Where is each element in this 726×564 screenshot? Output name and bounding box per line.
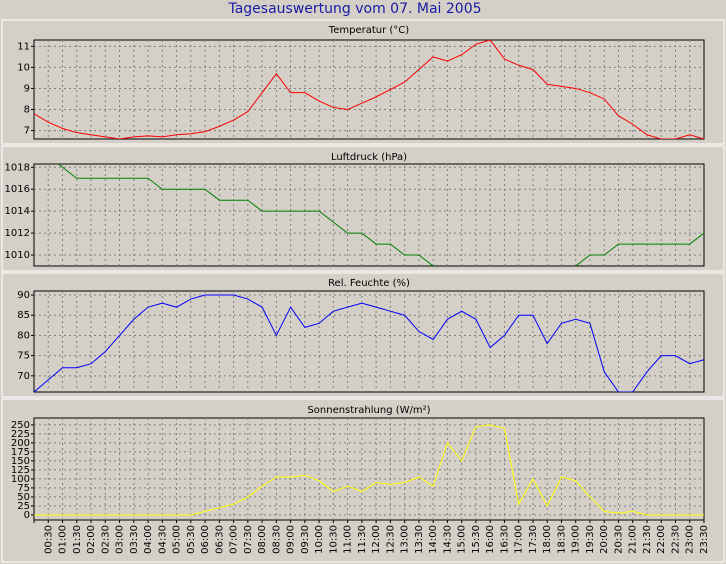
- panel-title: Temperatur (°C): [328, 25, 409, 36]
- x-tick-label: 07:00: [229, 525, 240, 554]
- x-tick-label: 08:30: [271, 525, 282, 554]
- plot-area: [33, 417, 705, 521]
- x-tick-label: 18:30: [556, 525, 567, 554]
- y-tick-label: 7: [24, 126, 30, 137]
- y-tick-label: 0: [24, 510, 30, 521]
- y-tick-label: 125: [11, 465, 30, 476]
- x-tick-label: 14:30: [442, 525, 453, 554]
- panel-frame: [1, 398, 725, 563]
- x-tick-label: 21:30: [642, 525, 653, 554]
- plot-area: [33, 39, 705, 140]
- x-tick-label: 03:00: [115, 525, 126, 554]
- y-tick-label: 70: [17, 371, 30, 382]
- x-tick-label: 19:30: [585, 525, 596, 554]
- x-tick-label: 16:00: [485, 525, 496, 554]
- panel-frame: [1, 19, 725, 145]
- data-line: [34, 294, 704, 392]
- y-tick-label: 8: [24, 105, 30, 116]
- x-tick-label: 23:00: [685, 525, 696, 554]
- x-tick-label: 15:00: [457, 525, 468, 554]
- panel-title: Rel. Feuchte (%): [328, 278, 410, 289]
- x-tick-label: 03:30: [129, 525, 140, 554]
- x-tick-label: 13:00: [400, 525, 411, 554]
- y-tick-label: 10: [17, 62, 30, 73]
- x-tick-label: 06:30: [214, 525, 225, 554]
- plot-area: [33, 290, 705, 393]
- x-tick-label: 17:30: [528, 525, 539, 554]
- y-tick-label: 150: [11, 456, 30, 467]
- x-tick-label: 12:30: [385, 525, 396, 554]
- x-tick-label: 18:00: [542, 525, 553, 554]
- x-tick-label: 02:00: [86, 525, 97, 554]
- y-tick-label: 225: [11, 429, 30, 440]
- x-tick-label: 05:00: [172, 525, 183, 554]
- x-tick-label: 07:30: [243, 525, 254, 554]
- main-title: Tagesauswertung vom 07. Mai 2005: [227, 1, 481, 17]
- x-tick-label: 10:30: [328, 525, 339, 554]
- x-tick-label: 14:00: [428, 525, 439, 554]
- x-tick-label: 01:30: [72, 525, 83, 554]
- x-tick-label: 13:30: [414, 525, 425, 554]
- x-tick-label: 09:30: [300, 525, 311, 554]
- plot-area: [33, 163, 705, 267]
- x-tick-label: 21:00: [628, 525, 639, 554]
- x-tick-label: 19:00: [571, 525, 582, 554]
- panel-frame: [1, 145, 725, 272]
- x-tick-label: 11:30: [357, 525, 368, 554]
- panel-title: Luftdruck (hPa): [331, 152, 407, 163]
- x-tick-label: 10:00: [314, 525, 325, 554]
- x-tick-label: 08:00: [257, 525, 268, 554]
- x-tick-label: 04:00: [143, 525, 154, 554]
- panel-title: Sonnenstrahlung (W/m²): [307, 405, 430, 416]
- y-tick-label: 175: [11, 447, 30, 458]
- y-tick-label: 25: [17, 501, 30, 512]
- panel-frame: [1, 272, 725, 398]
- x-tick-label: 04:30: [157, 525, 168, 554]
- x-tick-label: 00:30: [43, 525, 54, 554]
- y-tick-label: 250: [11, 420, 30, 431]
- y-tick-label: 80: [17, 330, 30, 341]
- y-tick-label: 1010: [5, 250, 30, 261]
- y-tick-label: 50: [17, 492, 30, 503]
- y-tick-label: 90: [17, 290, 30, 301]
- y-tick-label: 1016: [5, 184, 30, 195]
- y-tick-label: 200: [11, 438, 30, 449]
- x-tick-label: 01:00: [58, 525, 69, 554]
- y-tick-label: 11: [17, 41, 30, 52]
- x-tick-label: 20:00: [599, 525, 610, 554]
- y-tick-label: 1012: [5, 228, 30, 239]
- y-tick-label: 75: [17, 351, 30, 362]
- data-line: [34, 40, 704, 139]
- y-tick-label: 1014: [5, 206, 30, 217]
- y-tick-label: 75: [17, 483, 30, 494]
- data-line: [57, 164, 704, 266]
- y-tick-label: 1018: [5, 162, 30, 173]
- x-tick-label: 05:30: [186, 525, 197, 554]
- y-tick-label: 100: [11, 474, 30, 485]
- y-tick-label: 9: [24, 83, 30, 94]
- x-tick-label: 11:00: [343, 525, 354, 554]
- x-tick-label: 22:30: [670, 525, 681, 554]
- x-tick-label: 09:00: [286, 525, 297, 554]
- x-tick-label: 16:30: [499, 525, 510, 554]
- data-line: [34, 424, 704, 516]
- x-tick-label: 12:00: [371, 525, 382, 554]
- x-tick-label: 17:00: [514, 525, 525, 554]
- x-tick-label: 06:00: [200, 525, 211, 554]
- x-tick-label: 23:30: [699, 525, 710, 554]
- x-tick-label: 22:00: [656, 525, 667, 554]
- x-tick-label: 02:30: [100, 525, 111, 554]
- y-tick-label: 85: [17, 310, 30, 321]
- x-tick-label: 15:30: [471, 525, 482, 554]
- x-tick-label: 20:30: [613, 525, 624, 554]
